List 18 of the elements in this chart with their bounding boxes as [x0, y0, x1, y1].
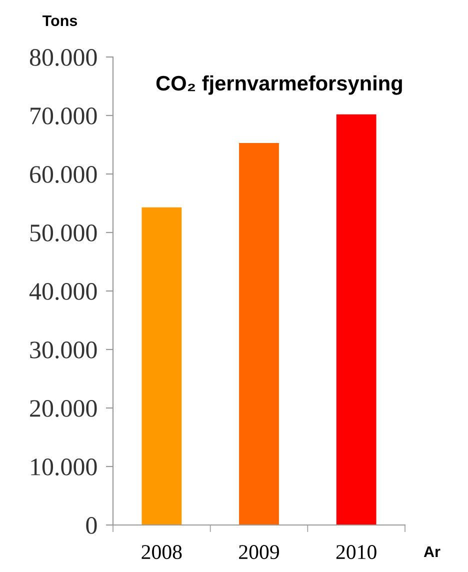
y-tick-label: 20.000 [30, 400, 97, 418]
bar [239, 142, 279, 525]
bar [142, 207, 182, 525]
x-tick-label: 2009 [239, 545, 279, 560]
y-tick-label: 10.000 [31, 458, 97, 476]
y-tick-label: 50.000 [30, 224, 97, 242]
y-tick-label: 70.000 [30, 108, 97, 125]
y-tick-label: 60.000 [30, 166, 97, 184]
x-tick-label: 2008 [142, 545, 182, 560]
y-tick-label: 0 [86, 517, 97, 534]
x-axis-title: Ar [424, 546, 440, 557]
y-tick-label: 30.000 [30, 342, 97, 359]
text: CO₂ fjernvarmeforsyning [156, 75, 402, 95]
bar [336, 114, 376, 525]
y-axis-title: Tons [42, 15, 78, 26]
x-tick-label: 2010 [336, 545, 376, 560]
y-tick-label: 80.000 [30, 49, 97, 66]
y-tick-label: 40.000 [29, 283, 97, 300]
